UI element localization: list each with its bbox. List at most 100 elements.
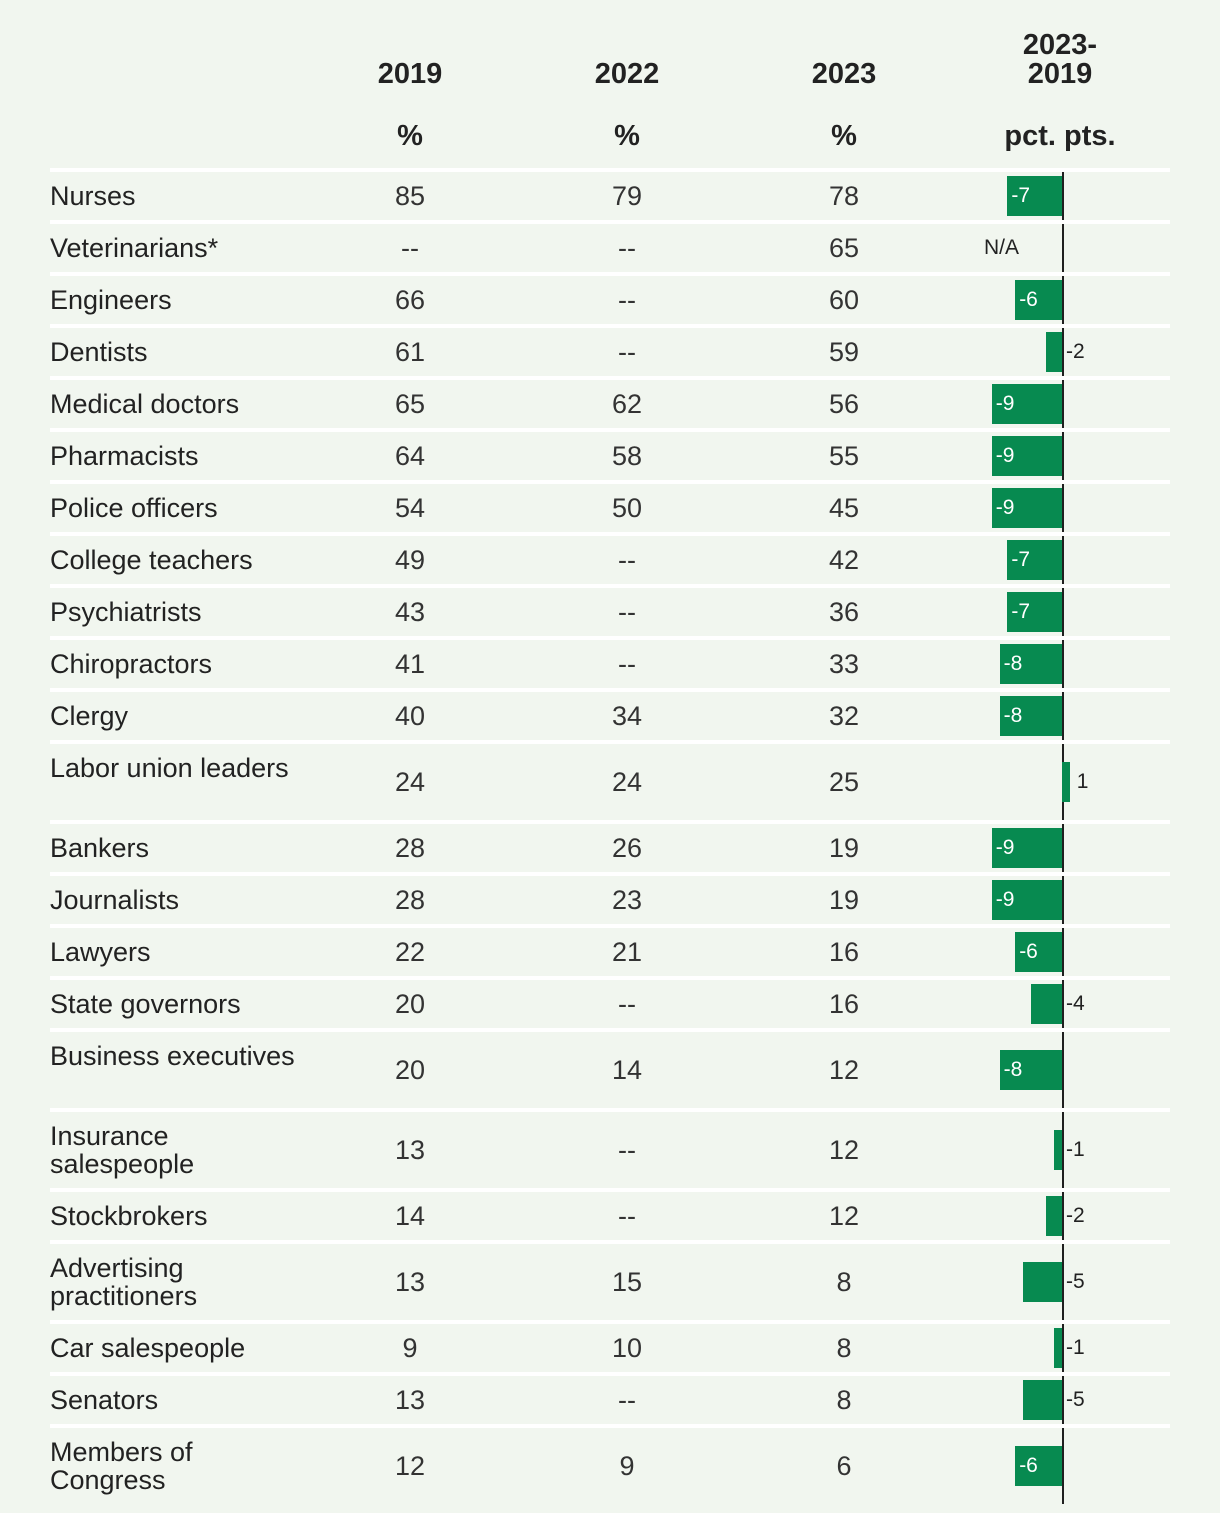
diff-bar (991, 880, 1062, 920)
value-2019: -- (401, 233, 419, 263)
value-2023: 33 (828, 649, 860, 679)
row-label: Labor union leaders (50, 753, 289, 783)
row-separator (50, 820, 1170, 824)
header-2022: 2022 (594, 58, 660, 90)
row-separator (50, 1372, 1170, 1376)
row-separator (50, 1240, 1170, 1244)
value-2019: 66 (394, 285, 426, 315)
value-2023: 78 (828, 181, 860, 211)
row-separator (50, 376, 1170, 380)
value-2019: 40 (394, 701, 426, 731)
row-label: College teachers (50, 545, 253, 575)
value-2023: 12 (828, 1201, 860, 1231)
row-separator (50, 688, 1170, 692)
diff-label: 1 (1076, 770, 1089, 793)
diff-bar (1015, 1446, 1062, 1486)
value-2019: 43 (394, 597, 426, 627)
row-label: Advertising practitioners (50, 1253, 198, 1311)
row-label: Insurance salespeople (50, 1121, 195, 1179)
value-2022: -- (618, 1135, 636, 1165)
diff-label: -5 (1066, 1270, 1085, 1293)
value-2023: 36 (828, 597, 860, 627)
diff-label: -2 (1066, 1204, 1085, 1227)
value-2023: 8 (836, 1385, 852, 1415)
value-2019: 49 (394, 545, 426, 575)
value-2022: 9 (619, 1451, 635, 1481)
diff-bar (1023, 1380, 1062, 1420)
value-2022: 62 (611, 389, 643, 419)
value-2019: 64 (394, 441, 426, 471)
diff-bar (1030, 984, 1062, 1024)
diff-bar (1054, 1328, 1062, 1368)
value-2022: 23 (611, 885, 643, 915)
diff-label: -1 (1066, 1138, 1085, 1161)
value-2022: -- (618, 285, 636, 315)
header-2023: 2023 (811, 58, 877, 90)
diff-bar (1007, 176, 1062, 216)
value-2022: -- (618, 649, 636, 679)
row-label: Psychiatrists (50, 597, 202, 627)
diff-bar (991, 488, 1062, 528)
row-separator (50, 1108, 1170, 1112)
diff-label: -9 (995, 444, 1015, 467)
value-2022: 79 (611, 181, 643, 211)
row-separator (50, 1320, 1170, 1324)
row-label: Senators (50, 1385, 159, 1415)
value-2022: -- (618, 337, 636, 367)
diff-bar (1015, 280, 1062, 320)
row-separator (50, 324, 1170, 328)
value-2019: 54 (394, 493, 426, 523)
value-2019: 65 (394, 389, 426, 419)
row-label: Stockbrokers (50, 1201, 208, 1231)
diff-bar (1023, 1262, 1062, 1302)
header-2019: 2019 (377, 58, 443, 90)
diff-label: -7 (1011, 548, 1031, 571)
value-2022: -- (618, 1201, 636, 1231)
diff-label: -7 (1011, 184, 1031, 207)
zero-axis-line (1062, 172, 1064, 1504)
diff-label: -9 (995, 888, 1015, 911)
value-2023: 45 (828, 493, 860, 523)
value-2022: -- (618, 545, 636, 575)
diff-label: -8 (1003, 704, 1023, 727)
value-2019: 28 (394, 885, 426, 915)
diff-bar (999, 1050, 1062, 1090)
row-label: Police officers (50, 493, 218, 523)
unit-2023: % (831, 120, 857, 152)
value-2019: 14 (394, 1201, 426, 1231)
row-label: Journalists (50, 885, 180, 915)
row-label: Nurses (50, 181, 136, 211)
value-2023: 19 (828, 885, 860, 915)
diff-label: -2 (1066, 340, 1085, 363)
diff-label: -6 (1019, 940, 1038, 963)
value-2022: 34 (611, 701, 643, 731)
value-2022: 14 (611, 1055, 643, 1085)
value-2019: 9 (402, 1333, 418, 1363)
value-2023: 60 (828, 285, 860, 315)
row-label: Pharmacists (50, 441, 199, 471)
value-2023: 8 (836, 1333, 852, 1363)
value-2019: 20 (394, 1055, 426, 1085)
diff-label: -9 (995, 836, 1015, 859)
value-2019: 22 (394, 937, 426, 967)
diff-bar (999, 696, 1062, 736)
diff-label: -9 (995, 392, 1015, 415)
row-label: Clergy (50, 701, 129, 731)
value-2023: 65 (828, 233, 860, 263)
row-label: Business executives (50, 1041, 295, 1071)
row-separator (50, 1424, 1170, 1428)
value-2022: -- (618, 233, 636, 263)
row-separator (50, 480, 1170, 484)
diff-bar (991, 436, 1062, 476)
diff-label: -8 (1003, 652, 1023, 675)
diff-label: -5 (1066, 1388, 1085, 1411)
value-2023: 19 (828, 833, 860, 863)
diff-bar (991, 384, 1062, 424)
diff-label: -4 (1066, 992, 1085, 1015)
value-2019: 41 (394, 649, 426, 679)
value-2023: 8 (836, 1267, 852, 1297)
diff-label: -1 (1066, 1336, 1085, 1359)
row-separator (50, 428, 1170, 432)
value-2023: 42 (828, 545, 860, 575)
row-separator (50, 1028, 1170, 1032)
